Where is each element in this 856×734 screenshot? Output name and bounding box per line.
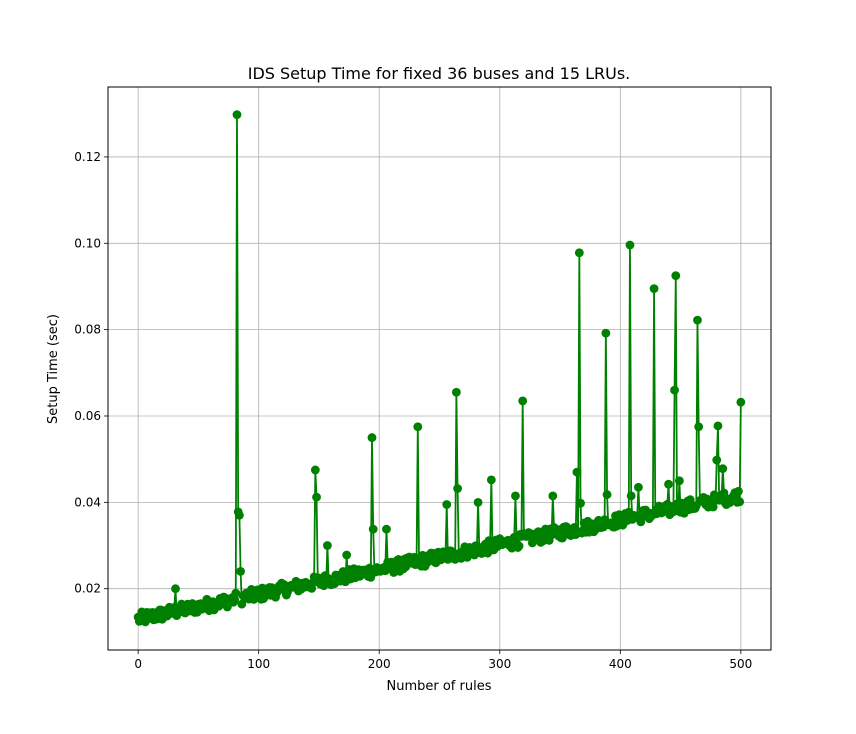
data-point [511, 491, 520, 501]
data-point [736, 397, 746, 407]
data-point [602, 490, 612, 499]
data-point [322, 541, 332, 550]
data-point [548, 491, 558, 501]
data-point [634, 482, 643, 492]
x-tick-label: 200 [368, 657, 391, 671]
x-tick-label: 300 [488, 657, 511, 671]
data-point [232, 110, 242, 120]
data-point [625, 240, 635, 250]
y-tick-label: 0.02 [74, 582, 101, 596]
data-point [574, 248, 584, 258]
data-point [473, 497, 483, 507]
data-point [674, 476, 684, 486]
data-point [486, 475, 496, 485]
data-point [626, 491, 636, 501]
data-point [572, 467, 582, 477]
x-tick-label: 500 [729, 657, 752, 671]
y-tick-label: 0.08 [74, 323, 101, 337]
x-tick-label: 400 [609, 657, 632, 671]
data-point [367, 433, 377, 442]
data-point [735, 497, 745, 507]
x-tick-label: 100 [247, 657, 270, 671]
x-tick-label: 0 [134, 657, 142, 671]
data-point [712, 455, 722, 465]
data-point [693, 315, 702, 325]
data-point [514, 541, 524, 551]
chart-title: IDS Setup Time for fixed 36 buses and 15… [248, 64, 631, 83]
x-axis: 0 100 200 300 400 500 [134, 650, 752, 671]
data-point [451, 387, 461, 397]
data-point [670, 385, 679, 395]
grid [108, 87, 771, 650]
data-point [576, 498, 585, 508]
data-point [518, 396, 528, 406]
data-point [719, 488, 729, 498]
data-point [708, 502, 718, 512]
data-point [713, 421, 723, 431]
data-point [649, 284, 659, 294]
data-point [382, 524, 391, 534]
data-point [342, 550, 352, 560]
data-point [453, 484, 462, 493]
data-point [231, 588, 241, 598]
data-point [234, 510, 244, 520]
data-point [734, 486, 743, 496]
data-point [236, 567, 246, 576]
data-point [413, 422, 423, 432]
data-point [312, 492, 321, 502]
data-point [694, 422, 704, 432]
y-tick-label: 0.04 [74, 495, 101, 509]
axes-frame [107, 86, 772, 651]
data-point [718, 464, 728, 474]
y-axis-label: Setup Time (sec) [46, 314, 61, 424]
data-point [447, 546, 456, 556]
y-tick-label: 0.06 [74, 409, 101, 423]
data-point [636, 517, 646, 527]
data-point [442, 500, 452, 509]
y-axis: 0.02 0.04 0.06 0.08 0.10 0.12 [74, 150, 108, 596]
data-point [671, 271, 681, 281]
x-axis-label: Number of rules [387, 679, 492, 694]
data-point [601, 328, 611, 338]
data-point [664, 479, 673, 489]
y-tick-label: 0.12 [74, 150, 101, 164]
y-tick-label: 0.10 [74, 236, 101, 250]
data-point [171, 584, 180, 594]
data-point [310, 465, 320, 475]
data-point [368, 524, 378, 534]
plot-area [133, 110, 746, 627]
